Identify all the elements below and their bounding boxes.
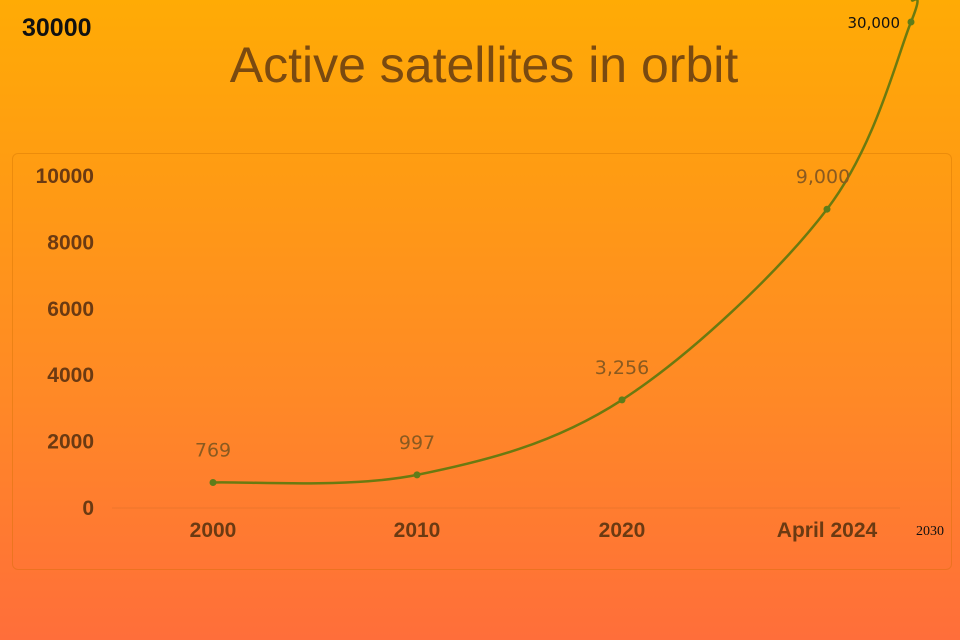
- data-point: [209, 478, 217, 486]
- y-tick-label: 0: [82, 497, 94, 520]
- x-tick-label: 2030: [916, 524, 944, 539]
- chart-title: Active satellites in orbit: [230, 37, 739, 93]
- data-point: [907, 18, 915, 26]
- y-tick-label: 8000: [47, 231, 94, 254]
- data-point: [823, 205, 831, 213]
- series-line: [212, 0, 919, 485]
- data-label: 30,000: [848, 14, 901, 32]
- x-tick-label: 2020: [599, 519, 646, 542]
- y-tick-label: 2000: [47, 431, 94, 454]
- y-tick-label: 10000: [36, 165, 94, 188]
- data-point: [413, 471, 421, 479]
- x-tick-label: April 2024: [777, 519, 878, 542]
- y-tick-label: 4000: [47, 364, 94, 387]
- plot-panel: [12, 153, 952, 570]
- data-label: 769: [195, 439, 231, 461]
- data-label: 9,000: [796, 166, 850, 188]
- x-tick-label: 2010: [394, 519, 441, 542]
- data-label: 3,256: [595, 357, 649, 379]
- x-tick-label: 2000: [190, 519, 237, 542]
- data-point: [618, 396, 626, 404]
- data-label: 997: [399, 432, 435, 454]
- y-tick-label: 6000: [47, 298, 94, 321]
- top-left-axis-label: 30000: [22, 14, 92, 42]
